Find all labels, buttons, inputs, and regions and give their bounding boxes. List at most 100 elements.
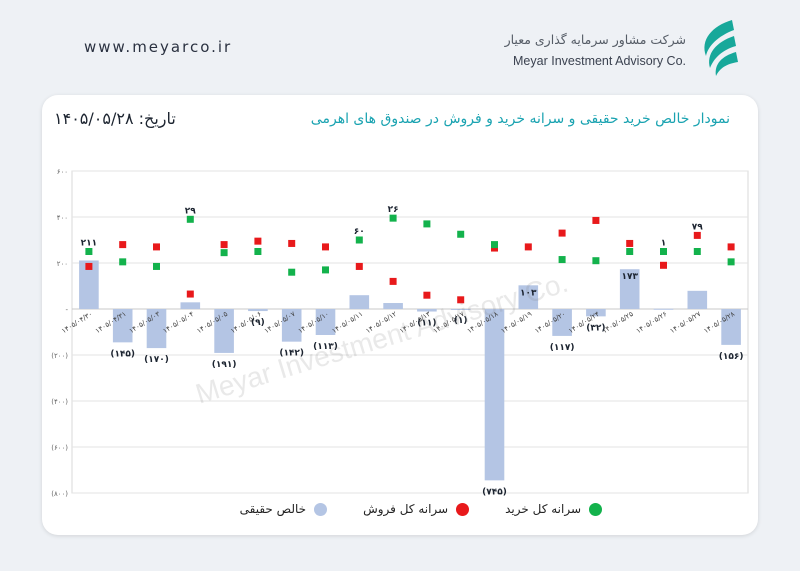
buy-marker (693, 248, 701, 255)
net-data-label: ۱۰۳ (520, 288, 537, 298)
net-bar (484, 309, 505, 481)
sell-marker (153, 243, 160, 251)
net-data-label: (۱۵۶) (719, 352, 744, 362)
y-tick-label: (۶۰۰) (51, 444, 68, 452)
net-data-label: (۱۱) (417, 319, 436, 329)
buy-marker (660, 248, 667, 255)
net-data-label: (۷۴۵) (482, 487, 507, 497)
net-bar (653, 308, 674, 310)
x-tick-label: ۱۴۰۵/۰۵/۱۱ (331, 310, 365, 335)
net-data-label: (۱۱۳) (313, 342, 338, 352)
legend-sell: سرانه کل فروش (363, 502, 470, 516)
buy-marker (254, 248, 262, 255)
legend-sell-label: سرانه کل فروش (363, 502, 449, 516)
sell-marker (220, 241, 228, 249)
net-bar (518, 285, 539, 309)
sell-marker (693, 231, 701, 239)
buy-marker (119, 258, 127, 266)
net-bar (79, 260, 99, 309)
legend-buy-label: سرانه کل خرید (505, 502, 581, 516)
buy-marker (288, 268, 296, 276)
x-tick-label: ۱۴۰۵/۰۵/۱۹ (500, 310, 534, 335)
net-bar (552, 309, 572, 336)
sell-marker (592, 216, 600, 224)
sell-marker (457, 296, 465, 304)
legend-buy-marker (589, 502, 602, 516)
net-data-label: ۱۷۳ (621, 272, 638, 282)
y-tick-label: (۲۰۰) (51, 352, 68, 360)
sell-marker (355, 262, 363, 270)
chart-title: نمودار خالص خرید حقیقی و سرانه خرید و فر… (310, 111, 730, 127)
y-tick-label: ۴۰۰ (57, 214, 68, 222)
y-tick-label: (۴۰۰) (51, 398, 68, 406)
net-data-label: ۱ (661, 239, 667, 249)
x-tick-label: ۱۴۰۵/۰۵/۱۲ (364, 310, 398, 335)
sell-marker (626, 239, 634, 247)
sell-marker (524, 243, 532, 251)
net-data-label: (۱) (454, 316, 468, 326)
sell-marker (727, 243, 735, 251)
x-tick-label: ۱۴۰۵/۰۵/۲۶ (635, 310, 669, 335)
buy-marker (558, 256, 566, 264)
net-data-label: (۹) (251, 318, 265, 328)
net-bar (214, 309, 234, 353)
chart-plot: ۶۰۰۴۰۰۲۰۰-(۲۰۰)(۴۰۰)(۶۰۰)(۸۰۰)۱۴۰۵/۰۴/۳۰… (51, 168, 749, 498)
y-tick-label: (۸۰۰) (51, 490, 68, 498)
net-bar (281, 309, 302, 342)
buy-marker (153, 262, 160, 270)
brand: شرکت مشاور سرمایه گذاری معیار Meyar Inve… (478, 14, 738, 84)
buy-marker (85, 248, 93, 255)
net-data-label: ۶۰ (354, 227, 365, 237)
net-data-label: (۱۷۰) (144, 355, 169, 365)
net-data-label: ۲۱۱ (81, 239, 97, 249)
sell-marker (288, 239, 296, 247)
buy-marker (491, 241, 498, 249)
y-tick-label: ۲۰۰ (57, 260, 68, 268)
report-date: تاریخ: ۱۴۰۵/۰۵/۲۸ (54, 109, 176, 128)
chart-card: نمودار خالص خرید حقیقی و سرانه خرید و فر… (42, 95, 758, 535)
net-data-label: ۲۶ (388, 205, 399, 215)
net-bar (383, 303, 403, 309)
net-bar (721, 309, 741, 345)
x-tick-label: ۱۴۰۵/۰۵/۲۵ (601, 310, 635, 335)
buy-marker (389, 214, 397, 222)
net-data-label: (۳۲) (586, 323, 605, 333)
buy-marker (423, 220, 431, 228)
sell-marker (119, 241, 127, 249)
net-data-label: (۱۴۲) (279, 349, 304, 359)
y-tick-label: - (65, 306, 68, 314)
net-bar (248, 309, 268, 312)
net-data-label: ۲۹ (185, 206, 196, 216)
net-bar (450, 309, 471, 310)
buy-marker (355, 236, 363, 244)
net-bar (112, 309, 133, 343)
legend-net-label: خالص حقیقی (239, 502, 307, 516)
net-bar (586, 309, 606, 317)
brand-name-en: Meyar Investment Advisory Co. (513, 54, 686, 68)
meyar-logo-icon (704, 20, 738, 76)
brand-name-fa: شرکت مشاور سرمایه گذاری معیار (504, 32, 686, 47)
buy-marker (322, 266, 329, 274)
net-data-label: (۱۱۷) (550, 343, 575, 353)
sell-marker (389, 277, 397, 285)
x-tick-label: ۱۴۰۵/۰۵/۰۴ (162, 310, 196, 335)
plot-frame (71, 170, 749, 494)
y-tick-label: ۶۰۰ (57, 168, 68, 176)
net-bar (349, 295, 370, 309)
net-data-label: ۷۹ (692, 222, 703, 232)
net-bar (315, 309, 336, 335)
sell-marker (423, 291, 431, 299)
sell-marker (558, 229, 566, 237)
net-bar (180, 302, 201, 309)
net-bar (146, 309, 167, 349)
net-data-label: (۱۴۵) (110, 349, 135, 359)
buy-marker (220, 249, 228, 257)
net-bar (417, 309, 437, 312)
buy-marker (727, 258, 735, 266)
buy-marker (186, 215, 194, 223)
net-bar (687, 290, 708, 309)
buy-marker (592, 257, 600, 265)
site-url[interactable]: www.meyarco.ir (84, 38, 233, 56)
sell-marker (254, 237, 262, 245)
x-tick-label: ۱۴۰۵/۰۵/۲۷ (669, 310, 703, 335)
